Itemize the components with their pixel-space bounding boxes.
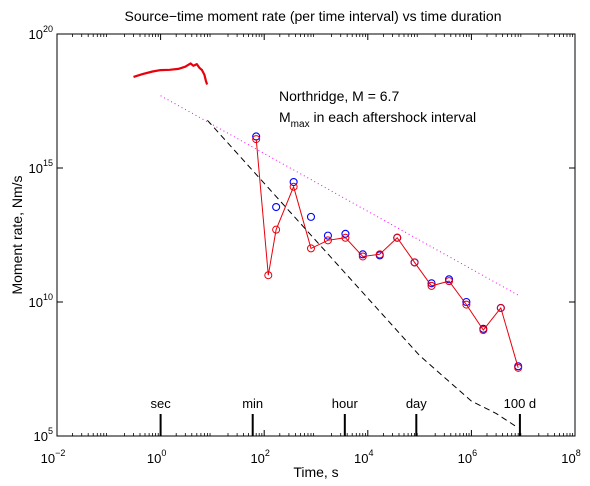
x-axis-label: Time, s	[293, 464, 338, 480]
series-red-point	[427, 281, 436, 290]
chart-title: Source−time moment rate (per time interv…	[125, 8, 502, 24]
y-tick-exp: 5	[48, 426, 53, 436]
x-tick-exp: 4	[369, 448, 374, 458]
series-blue-point	[462, 297, 471, 307]
time-markers: sec min hour day 100 d	[150, 396, 536, 436]
x-tick-label: 100	[147, 448, 166, 466]
x-axis-ticks: 10−2 100 102 104 106 108	[41, 34, 581, 466]
x-tick-exp: 2	[265, 448, 270, 458]
x-tick-label: 106	[458, 448, 477, 466]
x-tick-exp: −2	[55, 448, 65, 458]
annotation-event: Northridge, M = 6.7	[279, 88, 399, 104]
time-marker-label: 100 d	[504, 396, 537, 411]
series-red-point	[393, 233, 402, 242]
series-layer	[133, 62, 523, 429]
series-blue-point	[427, 279, 436, 288]
x-tick-exp: 0	[161, 448, 166, 458]
y-tick-label: 1015	[29, 158, 53, 176]
y-tick-base: 10	[29, 161, 43, 176]
series-dotted-trend	[160, 95, 519, 296]
x-tick-label: 102	[250, 448, 269, 466]
series-red-line	[255, 139, 519, 368]
series-red-point	[479, 326, 488, 335]
x-tick-base: 10	[561, 451, 575, 466]
series-dashed-trend	[207, 119, 519, 429]
series-red-point	[410, 258, 419, 267]
series-red-point	[341, 233, 350, 242]
y-tick-label: 1020	[29, 24, 53, 42]
y-tick-label: 1010	[29, 292, 53, 310]
x-tick-base: 10	[41, 451, 55, 466]
y-tick-base: 10	[34, 429, 48, 444]
y-tick-exp: 15	[43, 158, 53, 168]
time-marker-label: day	[406, 396, 427, 411]
time-marker-label: hour	[332, 396, 359, 411]
y-tick-base: 10	[29, 27, 43, 42]
time-marker-label: min	[242, 396, 263, 411]
x-tick-base: 10	[354, 451, 368, 466]
y-tick-exp: 20	[43, 24, 53, 34]
plot-frame	[56, 33, 576, 437]
annotation-mmax: Mmax in each aftershock interval	[279, 109, 476, 130]
series-source-time-curve	[133, 62, 209, 85]
annotation-mmax-base: M	[279, 109, 291, 125]
series-blue-point	[358, 250, 367, 259]
series-red-point	[496, 303, 505, 312]
series-red-point	[264, 271, 273, 280]
series-red-point	[375, 250, 384, 259]
y-tick-base: 10	[29, 295, 43, 310]
x-tick-label: 104	[354, 448, 373, 466]
series-blue-point	[323, 231, 332, 240]
series-red-point	[445, 277, 454, 286]
series-red-point	[289, 182, 298, 191]
x-tick-label: 108	[561, 448, 580, 466]
series-red-point	[306, 244, 315, 253]
y-tick-label: 105	[34, 426, 53, 444]
annotation-mmax-rest: in each aftershock interval	[310, 109, 477, 125]
x-tick-label: 10−2	[41, 448, 66, 466]
x-tick-exp: 6	[472, 448, 477, 458]
time-marker-label: sec	[150, 396, 171, 411]
series-blue-point	[272, 202, 281, 212]
x-tick-base: 10	[147, 451, 161, 466]
y-tick-exp: 10	[43, 292, 53, 302]
series-red-point	[514, 363, 523, 372]
series-red-point	[272, 225, 281, 234]
series-red-point	[358, 252, 367, 261]
x-tick-base: 10	[458, 451, 472, 466]
series-red-point	[462, 300, 471, 309]
x-tick-base: 10	[250, 451, 264, 466]
series-red-point	[323, 236, 332, 245]
series-red-point	[252, 135, 261, 144]
annotation-mmax-sub: max	[291, 119, 310, 130]
x-tick-exp: 8	[576, 448, 581, 458]
y-axis-label: Moment rate, Nm/s	[9, 175, 25, 294]
series-blue-point	[306, 212, 316, 221]
